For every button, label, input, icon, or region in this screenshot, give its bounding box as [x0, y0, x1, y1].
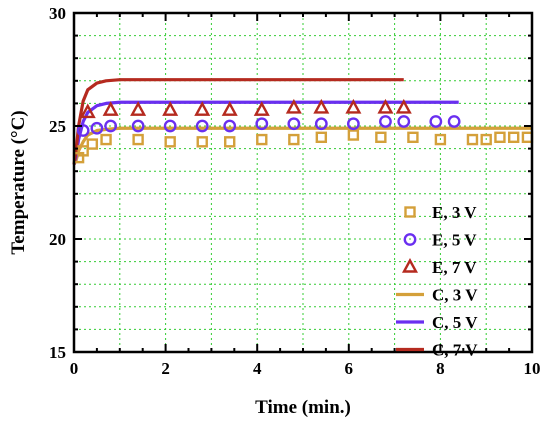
data-point	[194, 101, 211, 116]
y-tick-label: 15	[49, 343, 66, 362]
data-point	[434, 133, 447, 146]
y-tick-label: 30	[49, 4, 66, 23]
data-point	[163, 119, 177, 133]
data-point	[86, 138, 99, 150]
data-point	[100, 133, 112, 146]
data-point	[102, 101, 119, 116]
x-tick-label: 8	[436, 359, 445, 378]
legend-marker-0	[404, 206, 416, 218]
data-point	[480, 133, 492, 146]
data-point	[76, 124, 90, 137]
legend-label-5: C, 7 V	[432, 341, 478, 360]
y-tick-label: 25	[49, 117, 66, 136]
data-point	[131, 119, 145, 133]
data-point	[375, 131, 387, 144]
data-point	[224, 136, 236, 148]
data-point	[494, 131, 506, 144]
legend-label-1: E, 5 V	[432, 231, 477, 250]
data-point	[223, 119, 237, 133]
data-point	[253, 101, 270, 116]
data-point	[313, 98, 330, 114]
data-point	[79, 103, 96, 119]
legend-label-3: C, 3 V	[432, 286, 478, 305]
legend: E, 3 V E, 5 V E, 7 V C, 3 V C, 5 V C, 7 V	[396, 203, 478, 360]
data-point	[132, 133, 144, 146]
y-tick-label: 20	[49, 230, 66, 249]
series-line-5	[72, 78, 404, 165]
y-axis-title: Temperature (°C)	[8, 110, 29, 254]
data-point	[345, 98, 362, 114]
data-point	[314, 117, 328, 131]
data-point	[447, 115, 461, 128]
legend-label-2: E, 7 V	[432, 258, 477, 277]
data-point	[195, 119, 209, 133]
x-tick-label: 6	[345, 359, 354, 378]
x-tick-label: 10	[524, 359, 541, 378]
data-point	[507, 131, 520, 144]
data-point	[395, 98, 412, 114]
x-tick-label: 0	[70, 359, 79, 378]
data-point	[104, 119, 118, 133]
data-point	[377, 98, 394, 114]
data-point	[285, 98, 302, 114]
x-tick-label: 2	[161, 359, 170, 378]
data-point	[397, 115, 411, 128]
data-point	[164, 136, 176, 148]
x-tick-label: 4	[253, 359, 262, 378]
data-point	[130, 101, 147, 116]
data-point	[287, 117, 301, 131]
data-point	[379, 115, 392, 128]
axis-ticks: 0 2 4 6 8 10 15 20 25 30	[49, 4, 541, 378]
data-point	[162, 101, 179, 116]
data-point	[221, 101, 238, 116]
legend-marker-2	[401, 257, 419, 273]
data-point	[255, 117, 269, 131]
data-point	[346, 117, 360, 131]
legend-marker-1	[403, 233, 417, 246]
data-point	[288, 133, 300, 146]
data-point	[347, 129, 360, 141]
data-point	[77, 145, 89, 157]
data-point	[90, 121, 104, 135]
legend-label-0: E, 3 V	[432, 203, 477, 222]
data-point	[521, 131, 534, 144]
experiment-markers	[72, 98, 534, 164]
legend-label-4: C, 5 V	[432, 313, 478, 332]
data-point	[466, 133, 479, 146]
data-point	[407, 131, 419, 144]
data-point	[429, 115, 443, 128]
x-axis-title: Time (min.)	[255, 397, 351, 418]
data-point	[196, 136, 208, 148]
data-point	[315, 131, 328, 144]
data-point	[256, 133, 268, 146]
